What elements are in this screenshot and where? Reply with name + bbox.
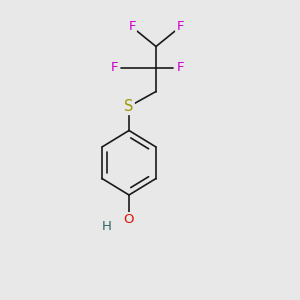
Text: F: F — [176, 61, 184, 74]
Text: O: O — [124, 213, 134, 226]
Text: F: F — [176, 20, 184, 34]
Text: H: H — [102, 220, 111, 233]
Text: F: F — [110, 61, 118, 74]
Text: F: F — [128, 20, 136, 34]
Text: S: S — [124, 99, 134, 114]
